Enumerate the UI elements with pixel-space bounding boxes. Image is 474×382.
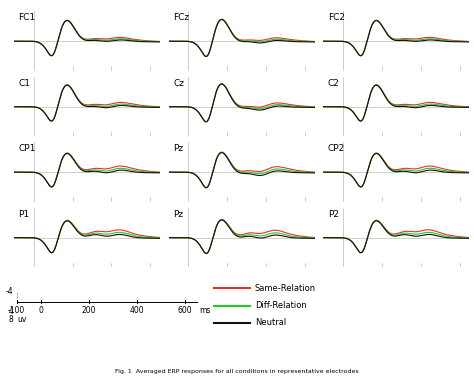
- Text: P1: P1: [18, 210, 30, 219]
- Text: Diff-Relation: Diff-Relation: [255, 301, 306, 310]
- Text: FC1: FC1: [18, 13, 36, 22]
- Text: -100: -100: [8, 306, 25, 315]
- Text: Pz: Pz: [173, 144, 183, 153]
- Text: 8: 8: [8, 315, 13, 324]
- Text: 200: 200: [82, 306, 96, 315]
- Text: ms: ms: [199, 306, 210, 315]
- Text: C1: C1: [18, 79, 31, 88]
- Text: 600: 600: [177, 306, 192, 315]
- Text: FC2: FC2: [328, 13, 345, 22]
- Text: -4: -4: [5, 287, 13, 296]
- Text: 0: 0: [38, 306, 43, 315]
- Text: C2: C2: [328, 79, 340, 88]
- Text: CP2: CP2: [328, 144, 345, 153]
- Text: P2: P2: [328, 210, 339, 219]
- Text: Pz: Pz: [173, 210, 183, 219]
- Text: Fig. 1  Averaged ERP responses for all conditions in representative electrodes: Fig. 1 Averaged ERP responses for all co…: [115, 369, 359, 374]
- Text: FCz: FCz: [173, 13, 189, 22]
- Text: uv: uv: [18, 315, 27, 324]
- Text: Neutral: Neutral: [255, 318, 286, 327]
- Text: Cz: Cz: [173, 79, 184, 88]
- Text: Same-Relation: Same-Relation: [255, 284, 316, 293]
- Text: 4: 4: [8, 308, 13, 316]
- Text: CP1: CP1: [18, 144, 36, 153]
- Text: 400: 400: [129, 306, 144, 315]
